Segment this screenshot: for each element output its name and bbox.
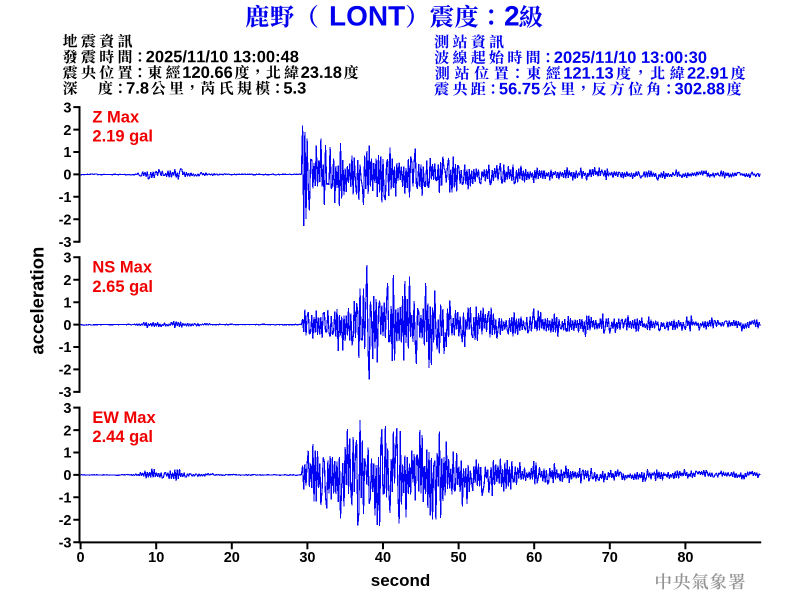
svg-text:1: 1 [63, 145, 71, 161]
svg-text:1: 1 [63, 295, 71, 311]
svg-text:3: 3 [63, 251, 71, 267]
svg-text:80: 80 [677, 550, 693, 566]
svg-text:-2: -2 [59, 363, 72, 379]
svg-text:10: 10 [148, 550, 164, 566]
svg-text:-3: -3 [59, 535, 72, 551]
svg-text:20: 20 [224, 550, 240, 566]
svg-text:acceleration: acceleration [27, 247, 48, 355]
svg-text:second: second [371, 571, 431, 590]
svg-text:2: 2 [63, 423, 71, 439]
svg-text:-2: -2 [59, 513, 72, 529]
svg-text:0: 0 [63, 168, 71, 184]
svg-text:-2: -2 [59, 212, 72, 228]
svg-text:50: 50 [451, 550, 467, 566]
svg-text:40: 40 [375, 550, 391, 566]
svg-text:3: 3 [63, 401, 71, 417]
svg-text:3: 3 [63, 100, 71, 116]
svg-text:-3: -3 [59, 385, 72, 401]
svg-text:0: 0 [77, 550, 85, 566]
svg-text:2.19 gal: 2.19 gal [92, 128, 153, 146]
svg-text:2: 2 [63, 273, 71, 289]
svg-text:2: 2 [63, 123, 71, 139]
svg-text:0: 0 [63, 468, 71, 484]
svg-text:1: 1 [63, 446, 71, 462]
svg-text:Z Max: Z Max [92, 108, 140, 126]
svg-text:-1: -1 [59, 190, 72, 206]
svg-text:NS Max: NS Max [92, 259, 152, 277]
svg-text:60: 60 [526, 550, 542, 566]
svg-text:EW Max: EW Max [92, 409, 156, 427]
svg-text:30: 30 [299, 550, 315, 566]
svg-text:0: 0 [63, 318, 71, 334]
svg-text:2.65 gal: 2.65 gal [92, 278, 153, 296]
svg-text:-1: -1 [59, 491, 72, 507]
svg-text:2.44 gal: 2.44 gal [92, 428, 153, 446]
svg-text:-3: -3 [59, 235, 72, 251]
svg-text:-1: -1 [59, 340, 72, 356]
svg-text:70: 70 [602, 550, 618, 566]
